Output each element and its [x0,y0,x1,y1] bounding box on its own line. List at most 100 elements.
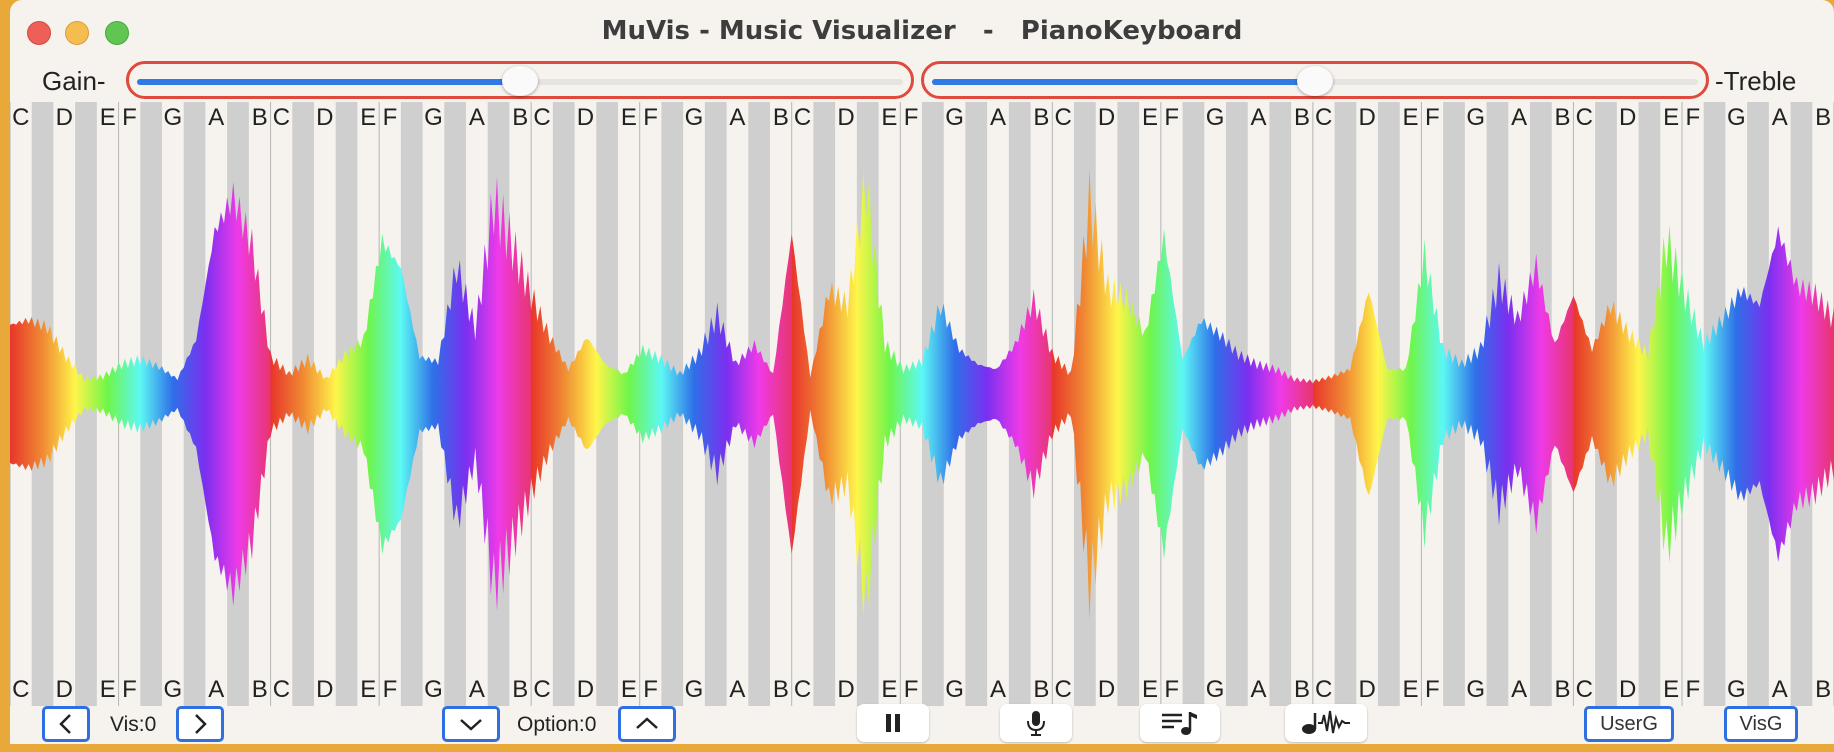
chevron-up-icon [636,717,658,729]
bottom-note-label: F [643,676,658,703]
top-note-label: A [208,104,225,131]
bottom-note-label: D [576,676,595,703]
bottom-note-label: A [208,676,225,703]
bottom-note-label: D [316,676,334,703]
window-title: MuVis - Music Visualizer - PianoKeyboard [601,16,1243,46]
option-down-button[interactable] [442,706,500,742]
bottom-note-label: E [360,676,377,703]
top-note-label: G [1205,104,1225,131]
bottom-note-label: G [1726,676,1746,703]
bottom-note-label: A [989,676,1007,703]
top-note-label: C [1575,104,1593,131]
bottom-note-label: C [533,676,551,703]
bottom-note-label: A [1511,676,1528,703]
top-note-label: E [99,104,116,131]
playlist-button[interactable] [1140,704,1220,742]
bottom-note-label: G [163,676,183,703]
gain-slider-fill [137,79,520,85]
bottom-note-label: C [1575,676,1593,703]
maximize-window-button[interactable] [105,21,129,45]
top-note-label: C [1054,104,1072,131]
bottom-note-label: D [1619,676,1637,703]
top-note-label: D [1619,104,1637,131]
top-note-label: B [1293,104,1311,131]
userg-button[interactable]: UserG [1584,706,1674,742]
gain-label: Gain- [42,66,106,96]
bottom-note-label: G [945,676,964,703]
previous-vis-button[interactable] [42,706,90,742]
bottom-note-label: E [1663,676,1680,703]
bottom-note-label: B [251,676,268,703]
bottom-note-label: F [903,676,919,703]
title-bar: MuVis - Music Visualizer - PianoKeyboard [10,0,1834,64]
top-note-label: E [620,104,637,131]
bottom-note-label: B [1033,676,1050,703]
spectrum-waveform [10,168,1834,620]
bottom-note-label: E [1141,676,1159,703]
top-note-label: D [837,104,855,131]
vis-label: Vis:0 [110,713,157,736]
gain-slider[interactable] [126,61,914,99]
top-note-label: A [1511,104,1528,131]
bottom-note-label: E [1402,676,1419,703]
top-note-label: D [576,104,595,131]
bottom-note-label: G [424,676,443,703]
top-note-label: F [1685,104,1701,131]
bottom-note-label: B [512,676,529,703]
visg-button[interactable]: VisG [1724,706,1798,742]
gain-slider-knob[interactable] [502,66,538,96]
microphone-icon [1027,711,1045,736]
bottom-note-label: F [382,676,398,703]
next-vis-button[interactable] [176,706,224,742]
pause-icon [886,714,900,732]
top-note-label: D [1358,104,1376,131]
minimize-window-button[interactable] [65,21,89,45]
bottom-note-label: A [729,676,746,703]
option-label: Option:0 [517,713,597,736]
top-note-label: A [729,104,746,131]
bottom-note-label: F [1424,676,1440,703]
waveform-button[interactable] [1285,704,1367,742]
top-note-label: G [424,104,443,131]
pause-button[interactable] [857,704,929,742]
top-note-label: E [360,104,377,131]
top-note-label: G [684,104,704,131]
bottom-note-label: C [12,676,30,703]
option-up-button[interactable] [618,706,676,742]
bottom-note-label: D [1358,676,1376,703]
bottom-note-label: A [1771,676,1788,703]
top-note-label: G [1726,104,1746,131]
top-note-label: B [1815,104,1832,131]
top-note-label: F [1164,104,1180,131]
music-list-icon [1162,712,1197,735]
chevron-left-icon [59,714,71,734]
top-note-label: B [251,104,268,131]
close-window-button[interactable] [27,21,51,45]
bottom-note-label: E [881,676,898,703]
top-note-label: A [1250,104,1267,131]
top-note-label: F [1424,104,1440,131]
top-note-label: B [1554,104,1571,131]
top-note-label: F [382,104,398,131]
top-note-label: B [512,104,529,131]
bottom-note-label: G [1466,676,1486,703]
top-note-label: D [55,104,73,131]
treble-slider[interactable] [921,61,1709,99]
treble-slider-knob[interactable] [1297,66,1333,96]
top-note-label: F [122,104,137,131]
top-note-label: B [1033,104,1050,131]
bottom-note-label: F [1685,676,1701,703]
bottom-note-label: C [793,676,812,703]
top-note-label: A [989,104,1007,131]
top-note-label: E [881,104,898,131]
bottom-note-label: G [1205,676,1225,703]
chevron-down-icon [460,719,482,731]
top-note-label: D [316,104,334,131]
top-note-label: F [643,104,658,131]
top-note-label: C [533,104,551,131]
top-note-label: G [163,104,183,131]
bottom-note-label: B [772,676,789,703]
microphone-button[interactable] [1000,704,1072,742]
top-note-label: C [793,104,812,131]
top-note-label: C [1315,104,1333,131]
